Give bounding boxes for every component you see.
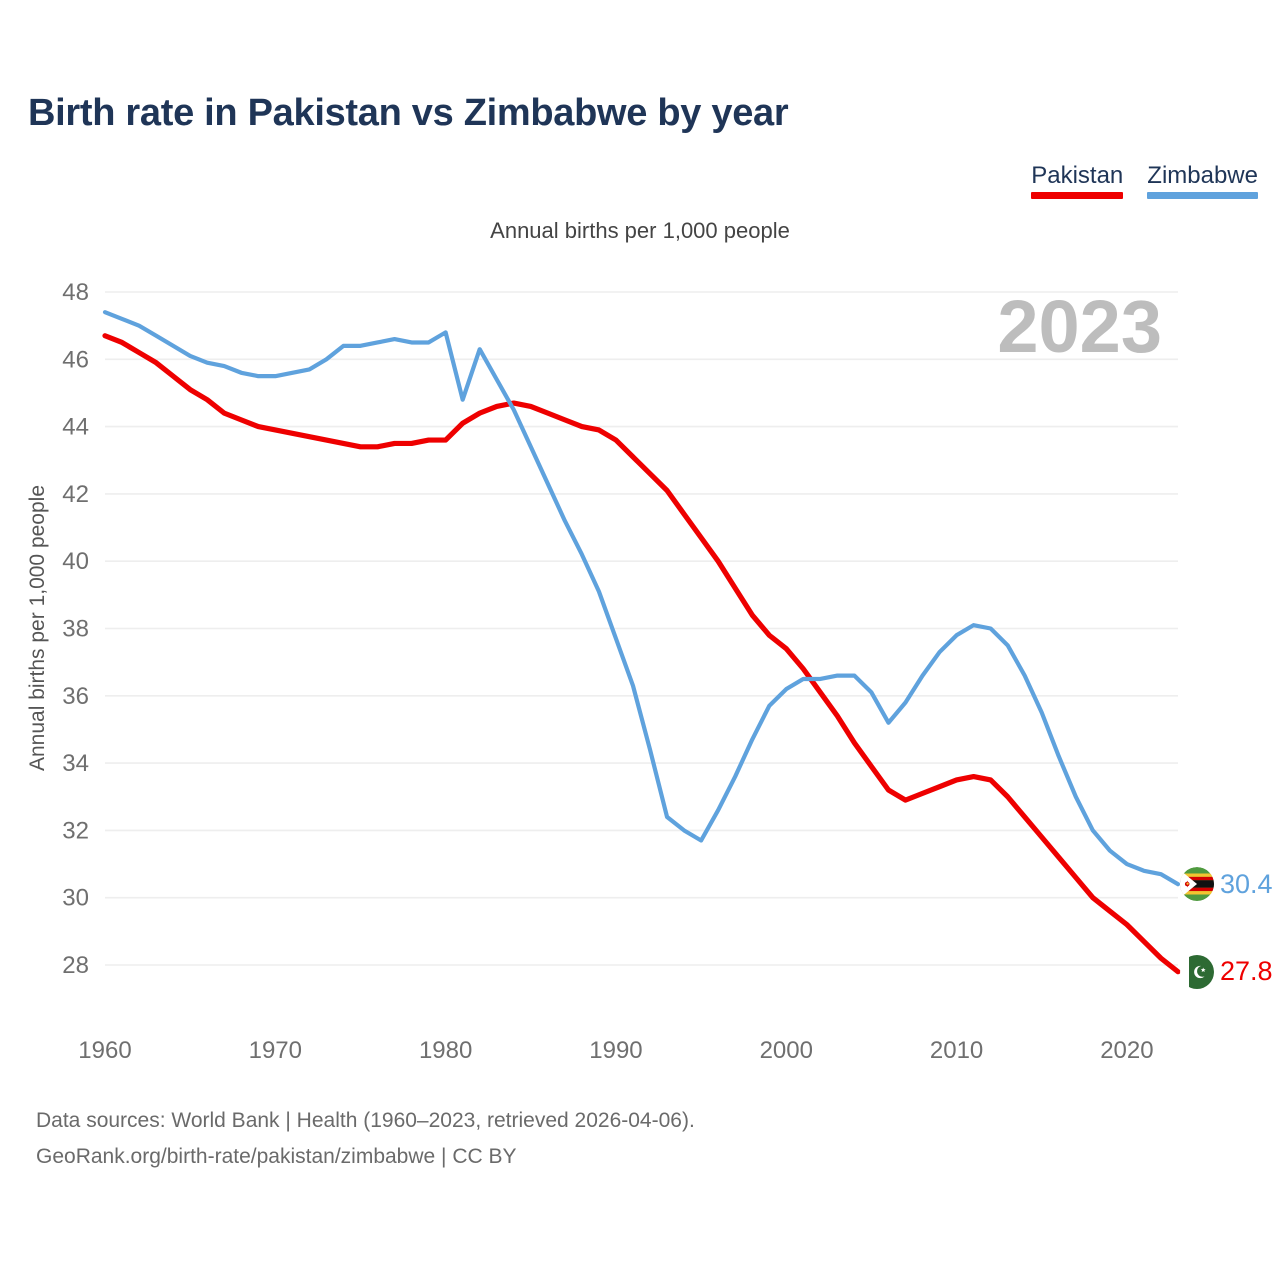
chart-subtitle: Annual births per 1,000 people [490, 218, 790, 243]
end-label-zimbabwe: 30.4 [1180, 867, 1273, 902]
legend-label-pakistan: Pakistan [1031, 162, 1124, 189]
series-line-zimbabwe [102, 310, 1181, 887]
y-tick-label: 32 [62, 817, 89, 844]
y-tick-label: 36 [62, 683, 89, 710]
end-value-zimbabwe: 30.4 [1220, 868, 1273, 899]
page-title: Birth rate in Pakistan vs Zimbabwe by ye… [28, 92, 789, 134]
y-tick-label: 46 [62, 346, 89, 373]
series-lines [102, 310, 1181, 975]
zimbabwe-flag-icon [1180, 867, 1214, 902]
y-tick-label: 44 [62, 414, 89, 441]
x-axis-ticks: 1960 1970 1980 1990 2000 2010 2020 [78, 1037, 1153, 1064]
x-tick-label: 1990 [589, 1037, 642, 1064]
end-label-pakistan: 27.8 [1180, 954, 1273, 989]
legend-item-pakistan[interactable]: Pakistan [1031, 162, 1124, 200]
series-line-pakistan [102, 333, 1181, 975]
pakistan-flag-icon [1180, 954, 1214, 989]
year-watermark: 2023 [997, 285, 1162, 368]
legend-swatch-pakistan [1031, 192, 1124, 200]
y-tick-label: 38 [62, 616, 89, 643]
y-tick-label: 28 [62, 952, 89, 979]
x-tick-label: 1970 [249, 1037, 302, 1064]
y-tick-label: 30 [62, 885, 89, 912]
footer-sources: Data sources: World Bank | Health (1960–… [36, 1103, 695, 1175]
legend-label-zimbabwe: Zimbabwe [1147, 162, 1258, 189]
footer-line-1: Data sources: World Bank | Health (1960–… [36, 1109, 695, 1132]
x-tick-label: 2010 [930, 1037, 983, 1064]
x-tick-label: 2000 [760, 1037, 813, 1064]
chart-legend: Pakistan Zimbabwe [1031, 162, 1258, 200]
y-tick-label: 34 [62, 750, 89, 777]
x-tick-label: 2020 [1100, 1037, 1153, 1064]
x-tick-label: 1980 [419, 1037, 472, 1064]
legend-swatch-zimbabwe [1147, 192, 1258, 200]
legend-item-zimbabwe[interactable]: Zimbabwe [1147, 162, 1258, 200]
end-value-pakistan: 27.8 [1220, 956, 1273, 987]
y-tick-label: 40 [62, 548, 89, 575]
y-tick-label: 48 [62, 279, 89, 306]
y-tick-label: 42 [62, 481, 89, 508]
footer-line-2: GeoRank.org/birth-rate/pakistan/zimbabwe… [36, 1145, 517, 1169]
x-tick-label: 1960 [78, 1037, 131, 1064]
y-axis-ticks: 28 30 32 34 36 38 40 42 44 46 48 [62, 279, 89, 979]
grid-lines [105, 291, 1178, 966]
